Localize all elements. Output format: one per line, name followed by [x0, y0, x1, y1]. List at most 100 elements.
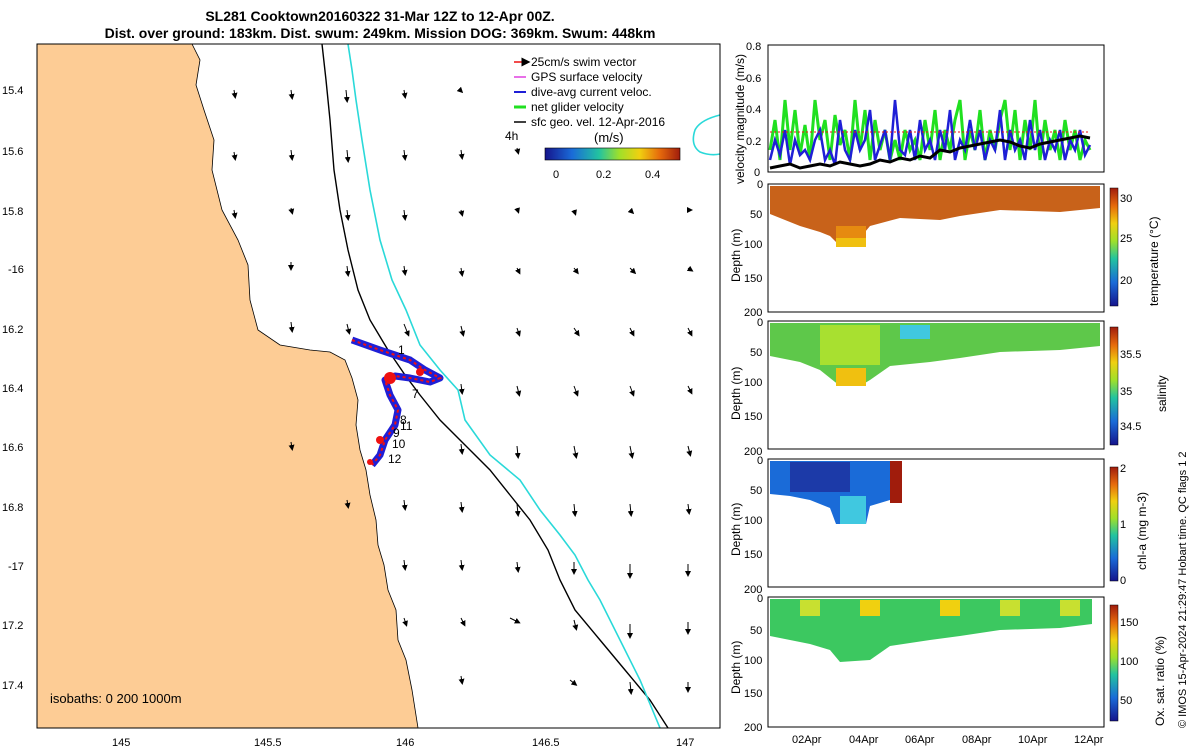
oxygen-panel: Depth (m) 0 50 100 150 200 150 100 50 Ox… — [729, 593, 1167, 734]
lon-tick-5: 147 — [676, 737, 694, 749]
track-label-9: 9 — [393, 426, 400, 440]
track-labels: 1 7 8 9 10 11 12 — [388, 343, 419, 466]
map-legend: 25cm/s swim vector GPS surface velocity … — [505, 55, 681, 181]
ox-ytick-2: 100 — [744, 655, 762, 667]
map-title-line2: Dist. over ground: 183km. Dist. swum: 24… — [104, 25, 656, 41]
chla-ytick-4: 200 — [744, 584, 762, 596]
xtick-02apr: 02Apr — [792, 734, 822, 746]
xtick-06apr: 06Apr — [905, 734, 935, 746]
chla-panel: Depth (m) 0 50 100 150 200 2 1 0 chl-a (… — [729, 455, 1149, 596]
lat-tick-2: 15.6 — [2, 146, 23, 158]
xtick-12apr: 12Apr — [1074, 734, 1104, 746]
chla-ytick-3: 150 — [744, 549, 762, 561]
ox-ylabel: Depth (m) — [729, 641, 743, 694]
chla-ytick-1: 50 — [750, 485, 762, 497]
track-label-1: 1 — [398, 343, 405, 357]
sal-colorbar — [1109, 326, 1119, 446]
isobath-200m — [321, 43, 669, 729]
xtick-10apr: 10Apr — [1018, 734, 1048, 746]
map-frame — [36, 43, 721, 729]
ox-cbar-tick-150: 150 — [1120, 617, 1138, 629]
sal-ytick-3: 150 — [744, 411, 762, 423]
ox-cbar-tick-100: 100 — [1120, 656, 1138, 668]
xtick-08apr: 08Apr — [962, 734, 992, 746]
temp-colorbar — [1109, 187, 1119, 307]
map-lat-ticks: 15.4 15.6 15.8 -16 16.2 16.4 16.6 16.8 -… — [2, 85, 24, 692]
sal-cbar-label: salinity — [1155, 375, 1169, 412]
ox-ytick-4: 200 — [744, 722, 762, 734]
salinity-panel: Depth (m) 0 50 100 150 200 35.5 35 34.5 … — [729, 317, 1169, 458]
sal-ylabel: Depth (m) — [729, 367, 743, 420]
lon-tick-2: 145.5 — [254, 737, 282, 749]
legend-cbar-tick-1: 0.2 — [596, 169, 611, 181]
legend-time-label: 4h — [505, 129, 518, 143]
vel-ytick-0: 0 — [754, 167, 760, 179]
chla-colorbar — [1109, 466, 1119, 582]
track-label-10: 10 — [392, 437, 406, 451]
legend-sfc-geo-velocity: sfc geo. vel. 12-Apr-2016 — [531, 115, 665, 129]
chla-cbar-tick-1: 1 — [1120, 519, 1126, 531]
velocity-series-blue — [768, 99, 1092, 166]
ox-colorbar — [1109, 604, 1119, 722]
lat-tick-1: 15.4 — [2, 85, 23, 97]
lat-tick-7: 16.6 — [2, 442, 23, 454]
temp-cbar-tick-30: 30 — [1120, 193, 1132, 205]
imos-credit: © IMOS 15-Apr-2024 21:29:47 Hobart time.… — [1177, 451, 1189, 728]
ox-ytick-3: 150 — [744, 688, 762, 700]
legend-colorbar — [544, 147, 681, 161]
legend-units: (m/s) — [594, 130, 624, 145]
legend-cbar-tick-2: 0.4 — [645, 169, 660, 181]
map-panel: 1 7 8 9 10 11 12 25cm/s swim vector GPS … — [2, 43, 721, 749]
coastline-land — [36, 43, 419, 729]
lat-tick-9: -17 — [8, 561, 24, 573]
lat-tick-4: -16 — [8, 264, 24, 276]
ox-cbar-tick-50: 50 — [1120, 695, 1132, 707]
temp-ytick-0: 0 — [757, 179, 763, 191]
map-lon-ticks: 145 145.5 146 146.5 147 — [112, 737, 694, 749]
track-label-12: 12 — [388, 452, 402, 466]
legend-gps-velocity: GPS surface velocity — [531, 70, 642, 84]
track-label-11: 11 — [400, 419, 413, 433]
ox-cbar-label: Ox. sat. ratio (%) — [1153, 636, 1167, 726]
isobath-1000m-arc — [692, 114, 721, 156]
velocity-series-green — [768, 99, 1092, 161]
sal-cbar-tick-355: 35.5 — [1120, 349, 1141, 361]
isobaths-label: isobaths: 0 200 1000m — [50, 691, 182, 706]
isobath-1000m — [347, 43, 661, 729]
temp-ytick-2: 100 — [744, 239, 762, 251]
temp-cbar-tick-20: 20 — [1120, 275, 1132, 287]
legend-dive-avg-current: dive-avg current veloc. — [531, 85, 652, 99]
lat-tick-6: 16.4 — [2, 383, 23, 395]
lat-tick-10: 17.2 — [2, 620, 23, 632]
velocity-panel: velocity magnitude (m/s) 0 0.2 0.4 0.6 0… — [733, 41, 1105, 184]
sal-ytick-4: 200 — [744, 446, 762, 458]
lat-tick-5: 16.2 — [2, 324, 23, 336]
velocity-series-black — [769, 134, 1091, 170]
lat-tick-8: 16.8 — [2, 502, 23, 514]
temp-cbar-label: temperature (°C) — [1147, 217, 1161, 307]
glider-track — [350, 336, 444, 468]
chla-cbar-tick-2: 2 — [1120, 463, 1126, 475]
temp-ytick-1: 50 — [750, 209, 762, 221]
temperature-panel: Depth (m) 0 50 100 150 200 30 25 20 temp… — [729, 179, 1161, 319]
chla-ytick-0: 0 — [757, 455, 763, 467]
vel-ytick-2: 0.4 — [746, 104, 761, 116]
legend-cbar-tick-0: 0 — [553, 169, 559, 181]
temp-ytick-3: 150 — [744, 273, 762, 285]
time-xticks: 02Apr 04Apr 06Apr 08Apr 10Apr 12Apr — [792, 734, 1104, 746]
vel-ytick-1: 0.2 — [746, 136, 761, 148]
sal-ytick-0: 0 — [757, 317, 763, 329]
ox-ytick-0: 0 — [757, 593, 763, 605]
legend-swim-vector: 25cm/s swim vector — [531, 55, 636, 69]
lat-tick-3: 15.8 — [2, 206, 23, 218]
lat-tick-11: 17.4 — [2, 680, 23, 692]
map-title-line1: SL281 Cooktown20160322 31-Mar 12Z to 12-… — [205, 8, 555, 24]
chla-ytick-2: 100 — [744, 515, 762, 527]
sal-cbar-tick-345: 34.5 — [1120, 421, 1141, 433]
track-label-8: 8 — [400, 413, 407, 427]
temp-cbar-tick-25: 25 — [1120, 233, 1132, 245]
surface-velocity-arrows — [231, 86, 694, 695]
lon-tick-3: 146 — [396, 737, 414, 749]
lon-tick-4: 146.5 — [532, 737, 560, 749]
xtick-04apr: 04Apr — [849, 734, 879, 746]
